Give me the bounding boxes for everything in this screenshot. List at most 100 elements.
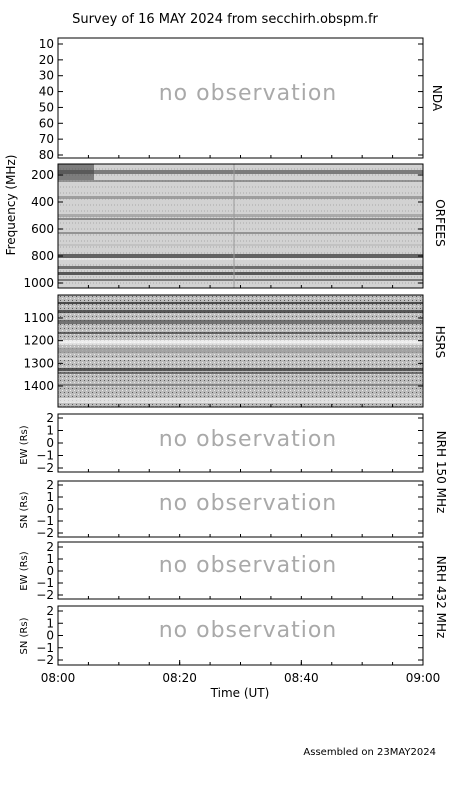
frequency-axis-label: Frequency (MHz) — [4, 155, 18, 256]
hsrs-band — [58, 343, 423, 345]
nrh432-sn-tick-label: 1 — [46, 616, 54, 630]
hsrs-side-label: HSRS — [433, 326, 447, 359]
orfees-band — [58, 254, 423, 258]
hsrs-tick-label: 1400 — [23, 379, 54, 393]
nrh150-ew-axis-label: EW (Rs) — [19, 425, 30, 464]
nrh150-sn-tick-label: −2 — [36, 526, 54, 540]
nda-tick-label: 30 — [39, 69, 54, 83]
orfees-spectrum — [57, 163, 424, 289]
nrh150-ew-tick-label: 2 — [46, 411, 54, 425]
orfees-bands — [58, 164, 423, 288]
nrh150-ew-tick-label: 1 — [46, 424, 54, 438]
orfees-band — [58, 266, 423, 269]
nrh150-sn-no-observation: no observation — [159, 491, 338, 516]
nrh150-ew-tick-label: −1 — [36, 449, 54, 463]
nrh150-sn-tick-label: −1 — [36, 514, 54, 528]
orfees-y-ticks: 200 400 600 800 1000 — [23, 168, 423, 290]
orfees-band — [58, 214, 423, 217]
nda-tick-label: 40 — [39, 85, 54, 99]
orfees-band — [58, 244, 423, 246]
time-tick-label: 08:20 — [162, 671, 197, 685]
nrh150-sn-tick-label: 1 — [46, 490, 54, 504]
nrh150-sn-tick-label: 2 — [46, 478, 54, 492]
nrh432-sn-tick-label: −2 — [36, 653, 54, 667]
figure-title: Survey of 16 MAY 2024 from secchirh.obsp… — [72, 12, 378, 27]
orfees-band — [58, 279, 423, 281]
orfees-tick-label: 600 — [31, 222, 54, 236]
hsrs-panel: HSRS 1100 1200 1300 1400 — [23, 294, 447, 408]
nrh432-ew-tick-label: 1 — [46, 552, 54, 566]
nrh432-sn-tick-label: 2 — [46, 604, 54, 618]
nda-side-label: NDA — [430, 85, 444, 112]
orfees-tick-label: 400 — [31, 195, 54, 209]
orfees-tick-label: 1000 — [23, 276, 54, 290]
nrh432-ew-frame — [57, 541, 424, 600]
nrh432-sn-tick-label: 0 — [46, 629, 54, 643]
nrh432-ew-y-ticks: 210−1−2 — [36, 540, 423, 602]
orfees-band — [58, 170, 423, 174]
nda-tick-label: 70 — [39, 132, 54, 146]
hsrs-tick-label: 1200 — [23, 334, 54, 348]
nrh432-ew-axis-label: EW (Rs) — [19, 551, 30, 590]
nrh150-side-label: NRH 150 MHz — [434, 431, 448, 514]
orfees-band — [58, 180, 423, 182]
nrh432-ew-tick-label: −1 — [36, 576, 54, 590]
orfees-side-label: ORFEES — [433, 199, 447, 246]
hsrs-band — [58, 384, 423, 386]
nrh432-ew-no-observation: no observation — [159, 553, 338, 578]
hsrs-tick-label: 1300 — [23, 356, 54, 370]
hsrs-y-ticks: 1100 1200 1300 1400 — [23, 311, 423, 393]
nrh150-sn-frame — [57, 480, 424, 538]
nrh150-ew-tick-label: −2 — [36, 461, 54, 475]
nda-tick-label: 60 — [39, 116, 54, 130]
nda-no-observation: no observation — [159, 81, 338, 106]
time-tick-label: 09:00 — [406, 671, 441, 685]
nrh150-ew-tick-label: 0 — [46, 436, 54, 450]
nda-tick-label: 20 — [39, 53, 54, 67]
orfees-tick-label: 200 — [31, 168, 54, 182]
hsrs-band — [58, 340, 423, 343]
assembled-note: Assembled on 23MAY2024 — [303, 747, 436, 758]
hsrs-band — [58, 310, 423, 313]
nrh432-ew-tick-label: −2 — [36, 588, 54, 602]
hsrs-band — [58, 302, 423, 304]
time-axis-label: Time (UT) — [210, 686, 270, 700]
nrh150-sn-axis-label: SN (Rs) — [19, 491, 30, 528]
hsrs-tick-label: 1100 — [23, 311, 54, 325]
nrh150-ew-panel: no observation 210−1−2 — [36, 411, 424, 475]
nda-tick-label: 50 — [39, 100, 54, 114]
orfees-band — [58, 258, 423, 260]
hsrs-band — [58, 372, 423, 374]
orfees-burst — [58, 164, 94, 180]
nrh432-sn-y-ticks: 210−1−2 — [36, 604, 423, 667]
nrh150-sn-panel: no observation 210−1−2 — [36, 478, 424, 540]
nda-frame — [57, 37, 424, 159]
nrh432-side-label: NRH 432 MHz — [434, 556, 448, 639]
nrh432-sn-tick-label: −1 — [36, 641, 54, 655]
orfees-band — [58, 272, 423, 275]
hsrs-band — [58, 398, 423, 403]
nrh432-sn-panel: no observation 210−1−2 — [36, 604, 424, 667]
nrh150-ew-y-ticks: 210−1−2 — [36, 411, 423, 475]
time-tick-label: 08:00 — [41, 671, 76, 685]
nrh150-ew-no-observation: no observation — [159, 427, 338, 452]
orfees-band — [58, 218, 423, 220]
hsrs-band — [58, 320, 423, 324]
hsrs-band — [58, 332, 423, 334]
nrh150-sn-y-ticks: 210−1−2 — [36, 478, 423, 540]
nrh432-ew-tick-label: 0 — [46, 564, 54, 578]
orfees-band — [58, 232, 423, 234]
hsrs-band — [58, 348, 423, 353]
time-axis-ticks: 08:00 08:20 08:40 09:00 — [41, 155, 441, 685]
time-tick-label: 08:40 — [284, 671, 319, 685]
nrh150-sn-tick-label: 0 — [46, 502, 54, 516]
nda-tick-label: 10 — [39, 37, 54, 51]
nrh432-sn-axis-label: SN (Rs) — [19, 617, 30, 654]
nrh432-ew-tick-label: 2 — [46, 540, 54, 554]
nda-tick-label: 80 — [39, 148, 54, 162]
nrh432-ew-panel: no observation 210−1−2 — [36, 540, 424, 602]
